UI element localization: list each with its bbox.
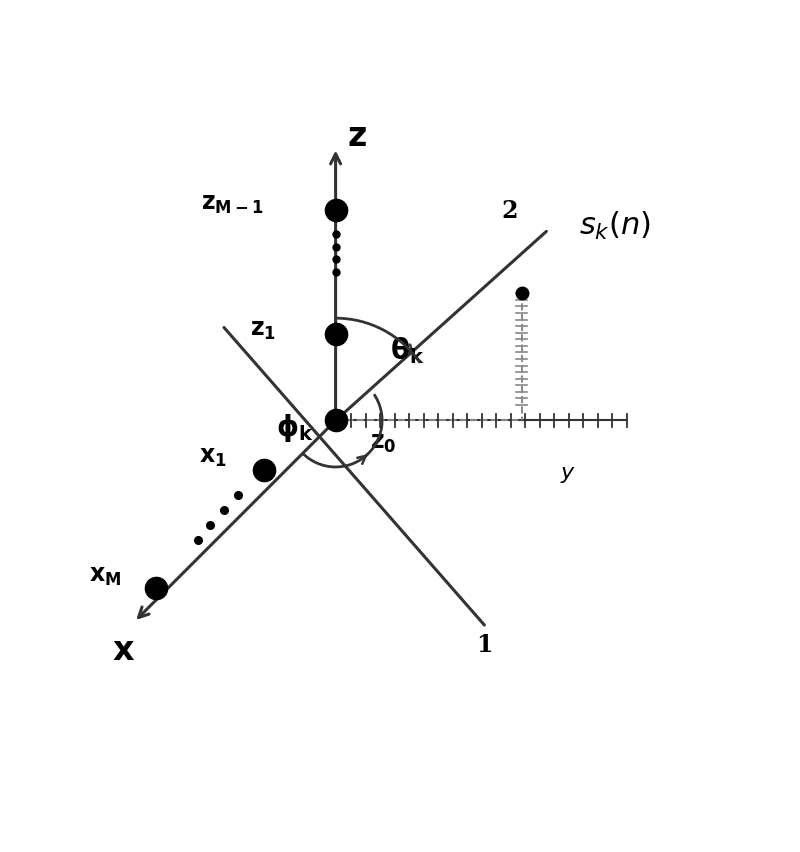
Text: $\mathbf{z_{M-1}}$: $\mathbf{z_{M-1}}$	[202, 193, 264, 216]
Text: $\mathbf{z_1}$: $\mathbf{z_1}$	[250, 318, 277, 342]
Text: $\mathbf{x_1}$: $\mathbf{x_1}$	[199, 444, 227, 469]
Text: 1: 1	[476, 632, 493, 656]
Text: $\mathbf{z}$: $\mathbf{z}$	[347, 119, 367, 153]
Text: $\mathit{s_k(n)}$: $\mathit{s_k(n)}$	[579, 210, 650, 242]
Text: $\mathbf{z_0}$: $\mathbf{z_0}$	[370, 430, 396, 455]
Text: 2: 2	[501, 199, 518, 222]
Text: $\mathbf{x}$: $\mathbf{x}$	[112, 634, 135, 666]
Text: $y$: $y$	[560, 463, 576, 485]
Text: $\mathbf{x_M}$: $\mathbf{x_M}$	[90, 564, 122, 588]
Text: $\mathbf{\phi_k}$: $\mathbf{\phi_k}$	[277, 412, 314, 443]
Text: $\mathbf{\theta_k}$: $\mathbf{\theta_k}$	[390, 334, 424, 366]
